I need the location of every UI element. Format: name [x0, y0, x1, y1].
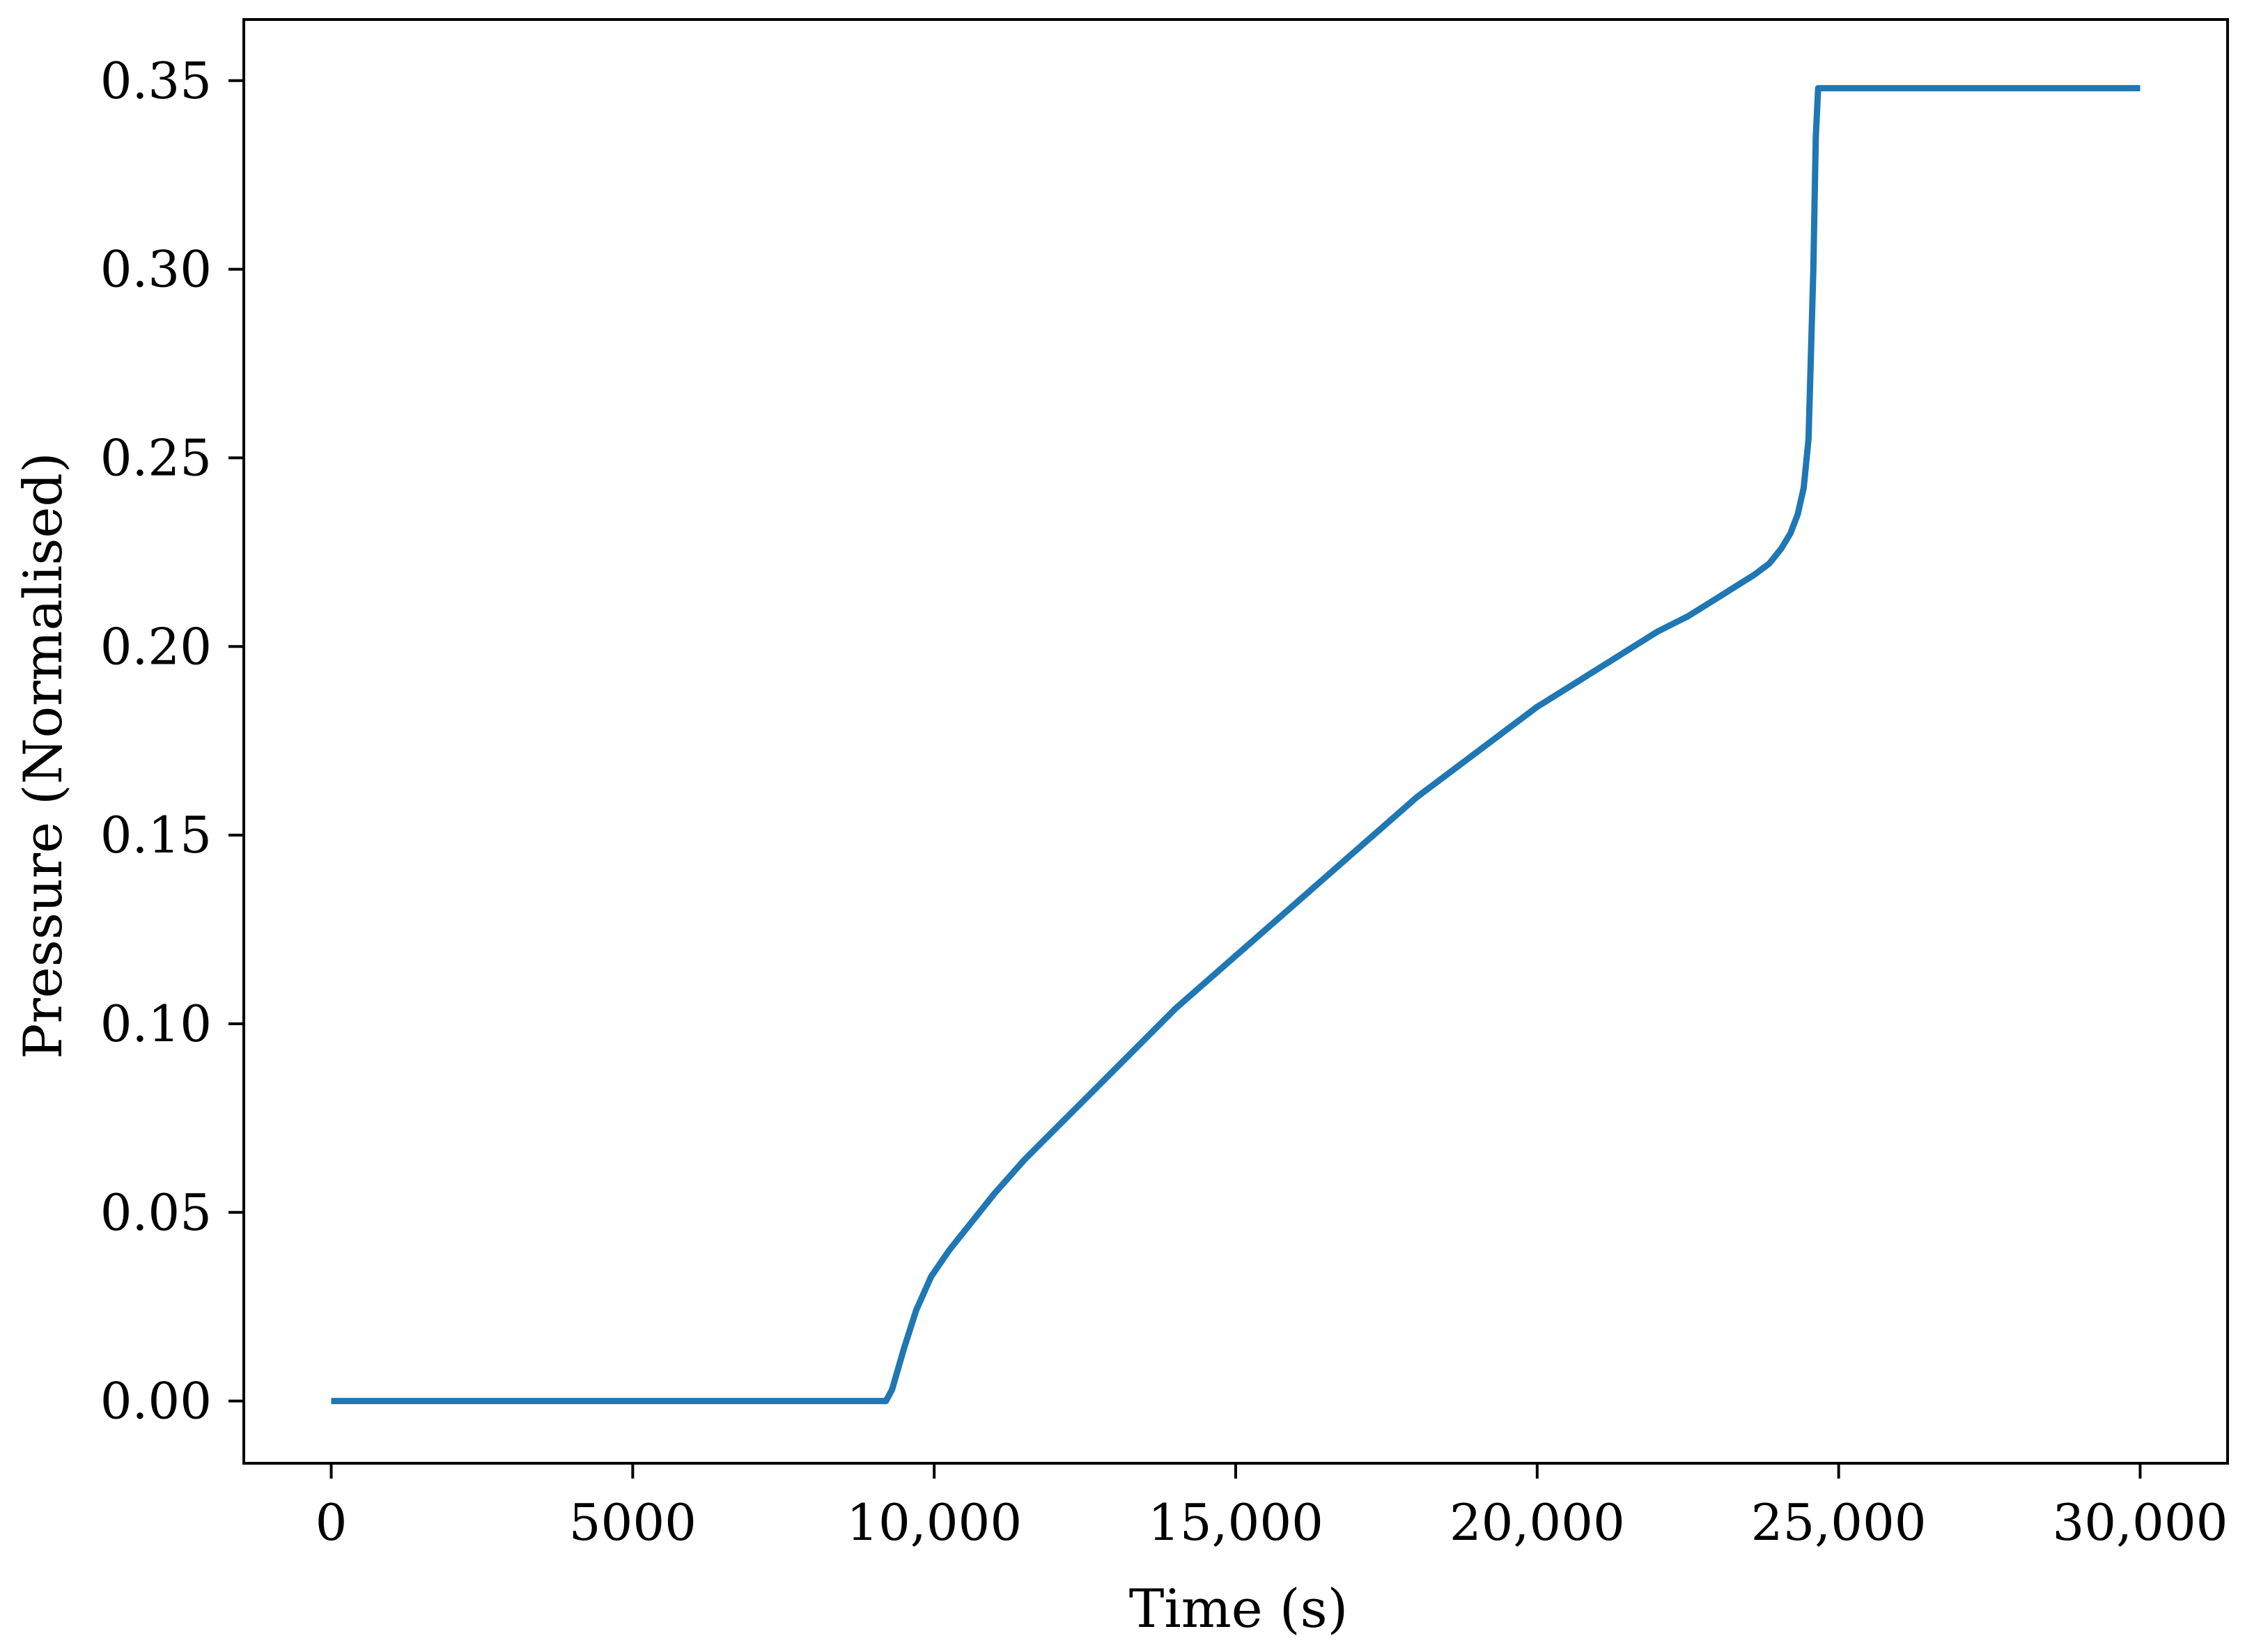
x-tick-label: 5000	[569, 1493, 697, 1552]
x-tick-label: 10,000	[846, 1493, 1022, 1552]
plot-frame	[242, 18, 2229, 1465]
x-tick-label: 25,000	[1751, 1493, 1927, 1552]
y-tick-label: 0.05	[100, 1183, 212, 1242]
y-tick-label: 0.10	[100, 995, 212, 1053]
x-tick-label: 30,000	[2053, 1493, 2228, 1552]
series-line	[331, 85, 2141, 1405]
y-tick-label: 0.15	[100, 806, 212, 864]
plot-area	[242, 18, 2229, 1465]
y-tick-label: 0.35	[100, 52, 212, 110]
x-axis-ticks: 0 5000 10,000 15,000 20,000 25,000 30,000	[316, 1463, 2228, 1552]
y-tick-label: 0.25	[100, 428, 212, 487]
y-tick-label: 0.00	[100, 1372, 212, 1431]
y-axis-title: Pressure (Normalised)	[12, 452, 74, 1059]
x-axis-title: Time (s)	[1129, 1577, 1349, 1639]
x-tick-label: 15,000	[1148, 1493, 1323, 1552]
x-tick-label: 0	[316, 1493, 348, 1552]
y-tick-label: 0.30	[100, 240, 212, 299]
y-axis-ticks: 0.00 0.05 0.10 0.15 0.20 0.25 0.30 0.35	[100, 52, 244, 1431]
x-tick-label: 20,000	[1450, 1493, 1625, 1552]
y-tick-label: 0.20	[100, 617, 212, 676]
